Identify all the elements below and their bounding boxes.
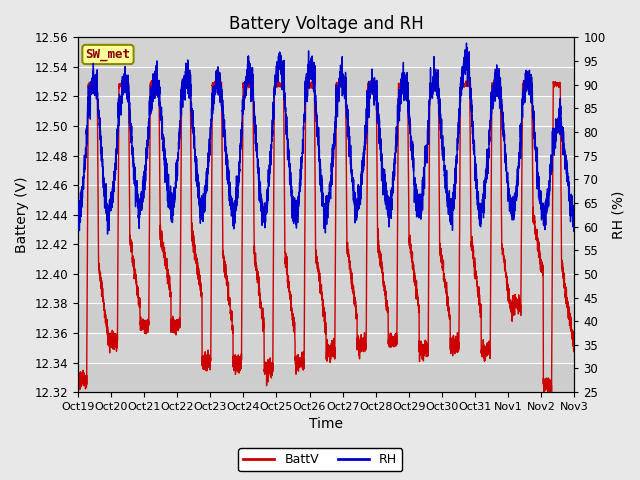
Legend: BattV, RH: BattV, RH: [238, 448, 402, 471]
Bar: [78, 362, 574, 392]
BattV: [499, 248, 507, 253]
BattV: [570, 349, 578, 355]
BattV: [540, 389, 548, 395]
BattV: [486, 351, 494, 357]
Bar: [78, 244, 574, 274]
Y-axis label: Battery (V): Battery (V): [15, 177, 29, 253]
RH: [177, 87, 185, 93]
Line: RH: RH: [78, 43, 574, 234]
RH: [462, 54, 470, 60]
RH: [104, 231, 111, 237]
Bar: [78, 303, 574, 333]
Bar: [78, 185, 574, 215]
Y-axis label: RH (%): RH (%): [611, 191, 625, 239]
RH: [486, 122, 494, 128]
RH: [499, 109, 507, 115]
BattV: [371, 80, 378, 86]
Text: SW_met: SW_met: [86, 48, 131, 61]
Line: BattV: BattV: [78, 80, 574, 392]
BattV: [177, 193, 185, 199]
Bar: [78, 67, 574, 96]
BattV: [465, 77, 473, 83]
RH: [371, 86, 379, 92]
X-axis label: Time: Time: [309, 418, 343, 432]
BattV: [74, 370, 82, 376]
RH: [344, 130, 352, 136]
Bar: [78, 126, 574, 156]
RH: [463, 40, 470, 46]
BattV: [462, 83, 470, 89]
BattV: [344, 250, 352, 256]
RH: [570, 219, 578, 225]
RH: [74, 217, 82, 223]
Title: Battery Voltage and RH: Battery Voltage and RH: [228, 15, 424, 33]
